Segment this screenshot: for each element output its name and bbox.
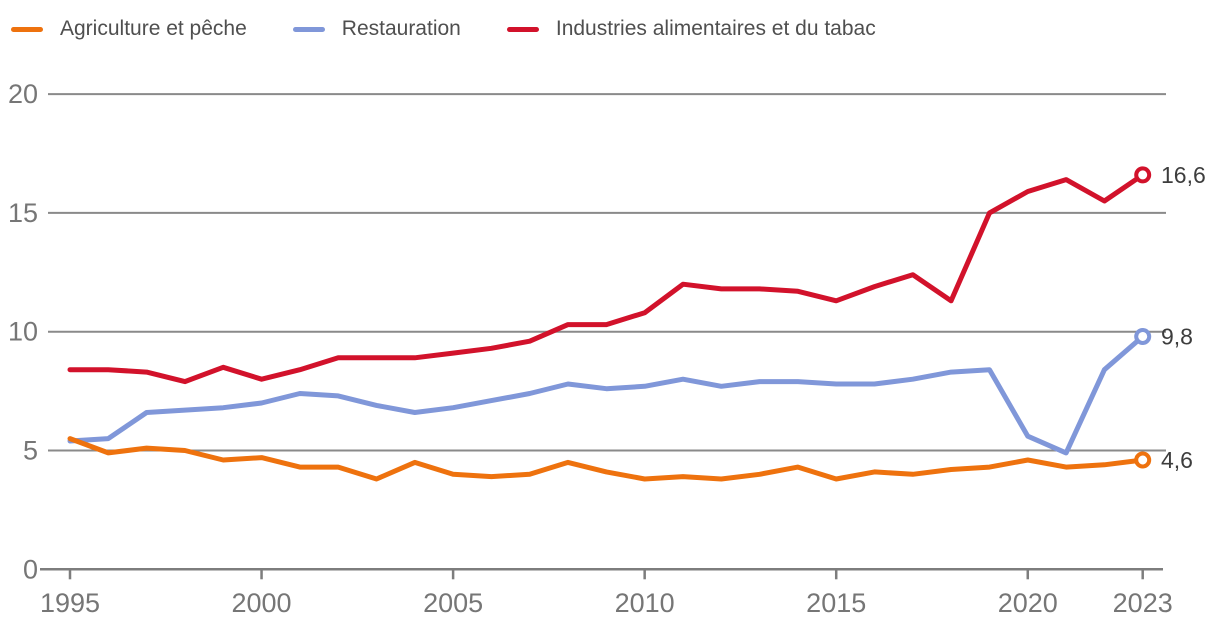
x-axis-tick-label: 2020 [998,588,1058,618]
legend-label: Industries alimentaires et du tabac [555,17,876,40]
legend-dash-icon [11,26,43,32]
series-end-marker-2 [1134,166,1152,184]
legend-label: Restauration [341,17,461,40]
x-axis-tick-label: 2010 [615,588,675,618]
series-line-0 [67,436,1146,482]
series-line-2 [67,172,1146,385]
x-axis-tick-label: 1995 [40,588,100,618]
x-axis-tick-label: 2015 [806,588,866,618]
series-line-1 [67,334,1146,456]
series-end-value-label: 4,6 [1161,447,1193,473]
series-end-value-label: 16,6 [1161,162,1206,188]
legend-label: Agriculture et pêche [60,17,247,40]
y-axis-tick-label: 15 [8,198,38,228]
legend-item-0: Agriculture et pêche [11,17,247,41]
legend-item-2: Industries alimentaires et du tabac [506,17,876,41]
legend-dash-icon [292,26,325,32]
x-axis-tick-label: 2005 [423,588,483,618]
series-end-value-label: 9,8 [1161,323,1193,349]
y-axis-tick-label: 20 [8,79,38,109]
y-axis-tick-label: 0 [23,554,38,584]
y-axis-tick-label: 5 [23,436,38,466]
series-end-marker-1 [1134,327,1152,345]
series-end-marker-0 [1134,451,1152,469]
legend: Agriculture et pêche Restauration Industri… [11,0,876,58]
y-axis-tick-label: 10 [8,317,38,347]
x-axis-tick-label: 2000 [232,588,292,618]
legend-item-1: Restauration [292,17,461,41]
legend-dash-icon [506,26,539,32]
x-axis-tick-label: 2023 [1113,588,1173,618]
